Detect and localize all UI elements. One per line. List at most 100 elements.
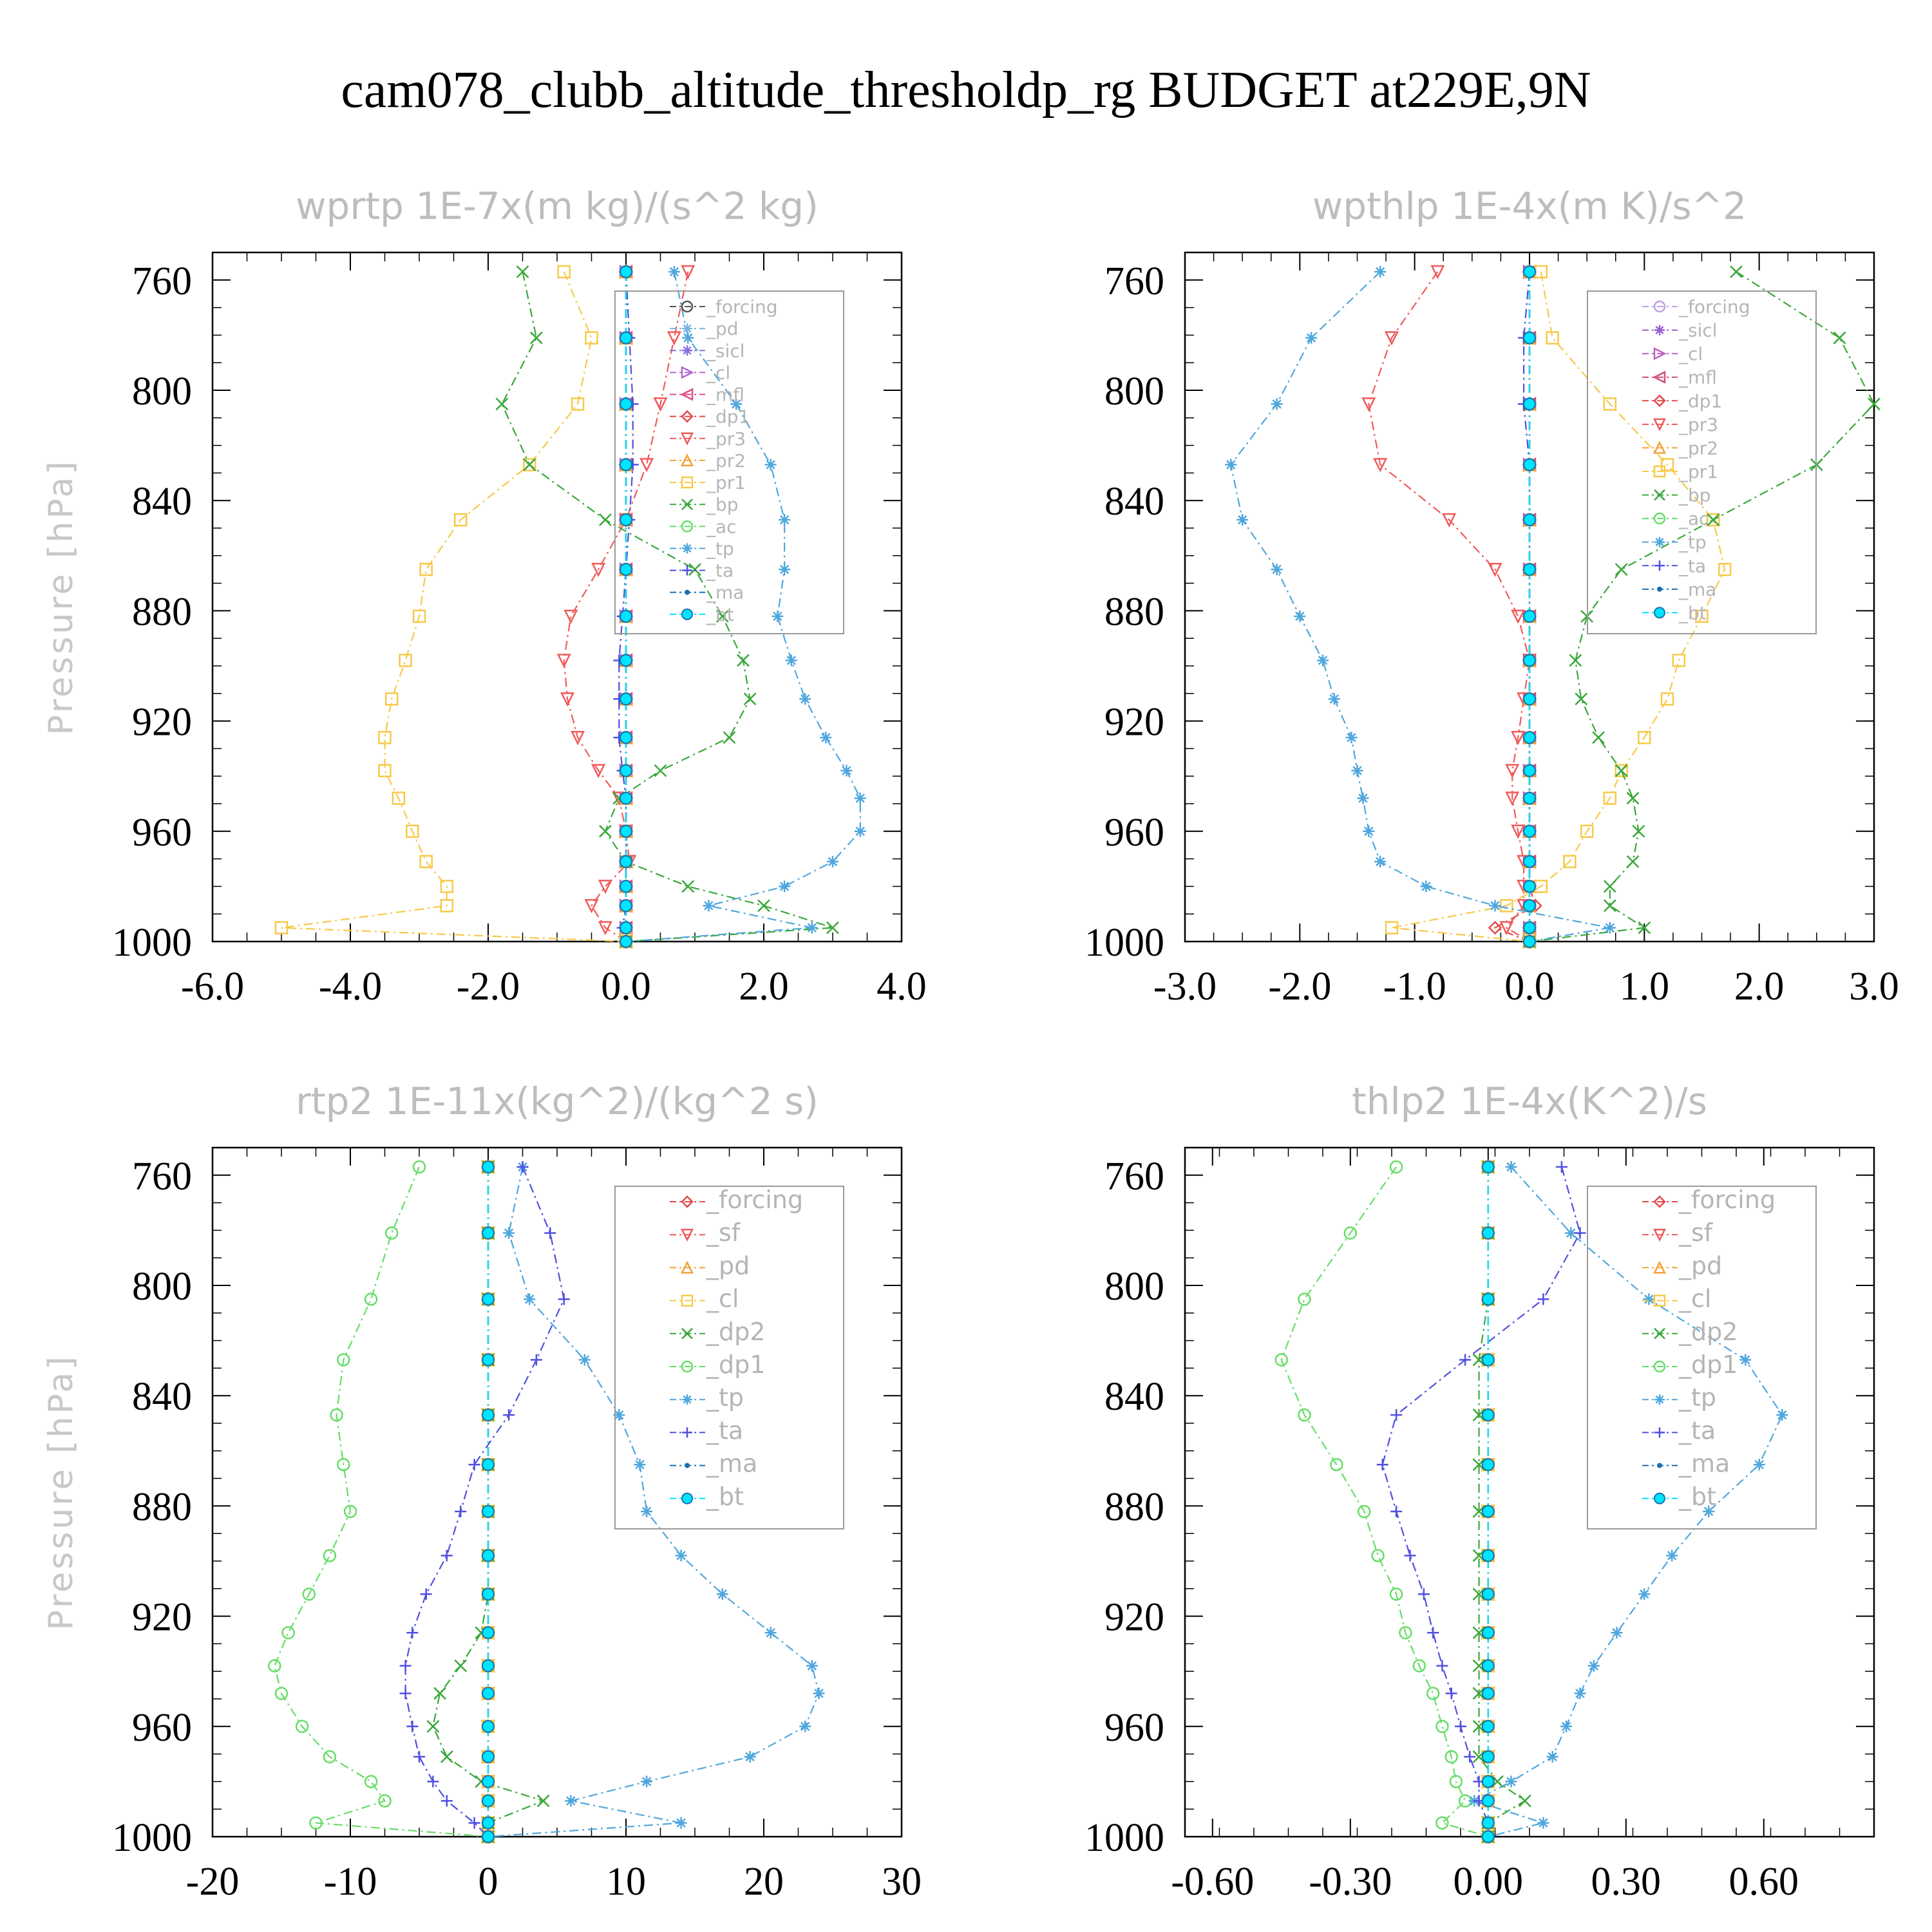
data-point — [1574, 1687, 1586, 1700]
data-point — [565, 1795, 577, 1807]
data-point — [1481, 1750, 1495, 1763]
data-point — [806, 1660, 818, 1672]
data-point — [1472, 1750, 1486, 1763]
series-line — [404, 1166, 565, 1837]
legend-label: _tp — [1678, 1383, 1716, 1412]
data-point — [716, 1588, 728, 1600]
x-tick-label: -0.60 — [1171, 1860, 1254, 1904]
data-point — [1481, 1293, 1495, 1306]
data-point — [799, 1720, 811, 1732]
data-point — [482, 1816, 495, 1830]
series-dp2 — [1472, 1160, 1531, 1843]
data-point — [675, 1817, 687, 1829]
data-point — [295, 1719, 309, 1734]
legend-label: _ta — [1678, 555, 1706, 576]
data-point — [557, 265, 571, 279]
data-point — [440, 1795, 453, 1807]
series-line — [625, 271, 861, 943]
series-line — [1478, 1166, 1526, 1837]
legend-label: _bt — [706, 604, 734, 625]
data-point — [1511, 731, 1526, 746]
legend-marker — [681, 1294, 694, 1307]
data-point — [620, 563, 632, 576]
data-point — [1399, 1626, 1412, 1640]
data-point — [274, 921, 289, 934]
data-point — [1626, 855, 1640, 868]
legend-marker — [682, 543, 692, 554]
data-point — [482, 1719, 495, 1733]
data-point — [813, 1687, 825, 1700]
data-point — [330, 1408, 343, 1422]
data-point — [599, 824, 612, 838]
y-tick-label: 920 — [132, 1596, 192, 1640]
legend-label: _dp1 — [1678, 390, 1722, 412]
data-point — [806, 922, 818, 934]
series-line — [501, 271, 833, 943]
data-point — [1660, 692, 1674, 706]
data-point — [1565, 1227, 1577, 1239]
legend-marker — [680, 453, 694, 467]
data-point — [1371, 1549, 1385, 1562]
x-tick-label: 30 — [882, 1860, 922, 1904]
legend-marker — [681, 476, 694, 489]
data-point — [1376, 1459, 1388, 1471]
data-point — [1505, 1160, 1517, 1173]
data-point — [524, 1293, 536, 1305]
data-point — [620, 899, 632, 913]
data-point — [827, 855, 838, 867]
series-line — [1230, 271, 1611, 943]
data-point — [1472, 1353, 1486, 1367]
data-point — [620, 855, 632, 868]
legend-marker — [681, 1492, 693, 1504]
data-point — [1357, 792, 1369, 804]
series-bt — [1523, 265, 1536, 948]
legend-marker — [682, 1427, 692, 1438]
legend-label: _ma — [1678, 1450, 1730, 1478]
y-tick-label: 920 — [1104, 701, 1164, 744]
data-point — [1351, 764, 1363, 777]
data-point — [1385, 921, 1399, 934]
data-point — [274, 1687, 289, 1700]
data-point — [620, 265, 632, 278]
legend-marker — [1653, 465, 1666, 478]
data-point — [1384, 331, 1399, 346]
data-point — [571, 397, 585, 411]
legend-marker — [1653, 1195, 1666, 1208]
data-point — [1481, 1587, 1495, 1601]
data-point — [1592, 731, 1605, 744]
legend-label: _ma — [1678, 579, 1716, 600]
legend-label: _tp — [706, 538, 734, 559]
data-point — [1638, 1588, 1651, 1600]
legend-marker — [1654, 489, 1665, 501]
data-point — [1420, 880, 1432, 893]
chart-panel-3: rtp2 1E-11x(kg^2)/(kg^2 s) Pressure [hPa]… — [42, 1079, 922, 1904]
legend-box — [614, 290, 844, 634]
data-point — [1412, 1659, 1426, 1672]
data-point — [591, 764, 606, 779]
data-point — [378, 1794, 392, 1808]
legend-label: _forcing — [706, 1186, 803, 1214]
data-point — [343, 1504, 357, 1519]
series-bp — [1523, 265, 1880, 948]
data-point — [530, 1354, 542, 1366]
data-point — [1523, 935, 1536, 948]
data-point — [1305, 332, 1318, 344]
legend-label: _ta — [1678, 1416, 1716, 1444]
data-point — [620, 513, 632, 527]
data-point — [406, 824, 419, 838]
data-point — [620, 880, 632, 893]
legend-marker — [681, 366, 694, 379]
legend-marker — [1657, 586, 1662, 592]
data-point — [544, 1227, 556, 1239]
data-point — [1481, 1160, 1495, 1173]
data-point — [620, 824, 632, 838]
legend-marker — [680, 432, 694, 446]
legend-marker — [1654, 1327, 1665, 1340]
data-point — [1225, 459, 1237, 471]
data-point — [1488, 562, 1502, 577]
legend-label: _pr3 — [706, 428, 746, 450]
data-point — [1481, 1504, 1495, 1518]
data-point — [1615, 563, 1628, 576]
data-point — [1274, 1353, 1289, 1367]
legend-label: _pr3 — [1678, 414, 1718, 435]
